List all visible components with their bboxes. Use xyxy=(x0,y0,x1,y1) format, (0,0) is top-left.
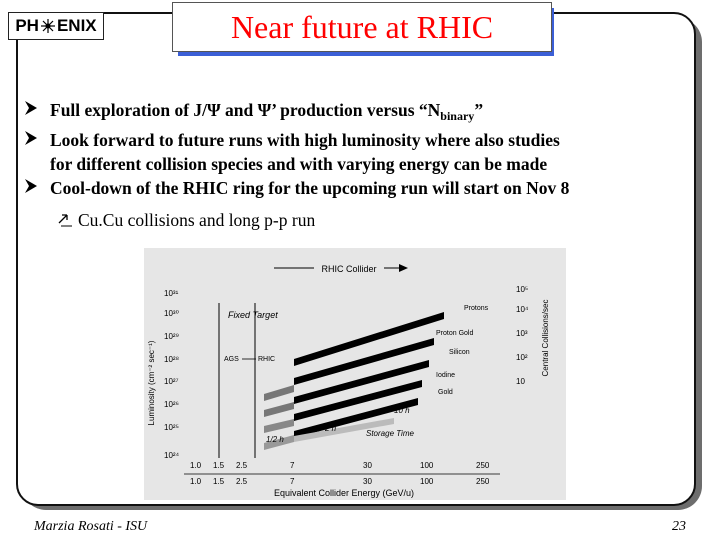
bullet-1-subscript: binary xyxy=(440,109,475,123)
left-tick-2: 10²⁹ xyxy=(164,332,179,341)
right-tick-3: 10² xyxy=(516,353,528,362)
band-gold xyxy=(294,398,418,438)
arrow-bullet-icon xyxy=(25,179,37,193)
page-title: Near future at RHIC xyxy=(230,8,494,45)
band-iodine xyxy=(294,380,422,421)
left-tick-6: 10²⁵ xyxy=(164,423,179,432)
rhic-luminosity-figure: RHIC Collider 10³¹ 10³⁰ 10²⁹ 10²⁸ 10²⁷ 1… xyxy=(144,248,566,500)
footer-author: Marzia Rosati - ISU xyxy=(34,519,148,534)
x-tick-bottom-3: 7 xyxy=(290,477,295,486)
bullet-list: Full exploration of J/Ψ and Ψ’ productio… xyxy=(25,98,690,200)
species-protons: Protons xyxy=(464,305,489,312)
bullet-1: Full exploration of J/Ψ and Ψ’ productio… xyxy=(25,98,690,128)
left-tick-7: 10²⁴ xyxy=(164,451,180,460)
x-tick-bottom-0: 1.0 xyxy=(190,477,202,486)
band-proton-gold xyxy=(294,338,434,385)
band-ext-1 xyxy=(264,385,294,401)
logo-text-enix: ENIX xyxy=(56,16,97,35)
left-tick-0: 10³¹ xyxy=(164,289,179,298)
x-tick-bottom-4: 30 xyxy=(363,477,372,486)
arrow-bullet-icon xyxy=(25,131,37,145)
left-tick-3: 10²⁸ xyxy=(164,355,179,364)
bullet-2: Look forward to future runs with high lu… xyxy=(25,128,690,176)
x-tick-top-5: 100 xyxy=(420,461,434,470)
x-tick-top-6: 250 xyxy=(476,461,490,470)
time-10h: 10 h xyxy=(394,406,410,415)
left-tick-1: 10³⁰ xyxy=(164,309,179,318)
title-box: Near future at RHIC xyxy=(172,2,552,52)
arrow-bullet-icon xyxy=(25,101,37,115)
hand-pointer-icon xyxy=(58,214,72,227)
y-axis-left-label: Luminosity (cm⁻² sec⁻¹) xyxy=(147,340,156,425)
species-gold: Gold xyxy=(438,389,453,396)
time-2h: 2 h xyxy=(324,424,337,433)
time-half-h: 1/2 h xyxy=(266,435,284,444)
bullet-3: Cool-down of the RHIC ring for the upcom… xyxy=(25,176,690,200)
ags-label: AGS xyxy=(224,356,239,363)
right-tick-1: 10⁴ xyxy=(516,305,529,314)
right-tick-4: 10 xyxy=(516,377,525,386)
bullet-2-line-1: Look forward to future runs with high lu… xyxy=(50,130,560,150)
x-tick-top-4: 30 xyxy=(363,461,372,470)
x-tick-top-0: 1.0 xyxy=(190,461,202,470)
x-tick-top-1: 1.5 xyxy=(213,461,225,470)
x-tick-bottom-1: 1.5 xyxy=(213,477,225,486)
right-tick-0: 10⁵ xyxy=(516,285,528,294)
sub-bullet-1: Cu.Cu collisions and long p-p run xyxy=(58,210,316,231)
bullet-1-text: Full exploration of J/Ψ and Ψ’ productio… xyxy=(50,100,441,120)
x-axis-label: Equivalent Collider Energy (GeV/u) xyxy=(274,488,414,498)
fixed-target-label: Fixed Target xyxy=(228,310,278,320)
band-silicon xyxy=(294,360,429,404)
x-tick-top-3: 7 xyxy=(290,461,295,470)
rhic-label: RHIC xyxy=(258,356,275,363)
band-ext-4 xyxy=(264,435,294,450)
bullet-3-text: Cool-down of the RHIC ring for the upcom… xyxy=(50,178,570,198)
species-proton-gold: Proton Gold xyxy=(436,330,473,337)
sub-bullet-1-text: Cu.Cu collisions and long p-p run xyxy=(78,210,316,230)
x-tick-bottom-5: 100 xyxy=(420,477,434,486)
left-tick-5: 10²⁶ xyxy=(164,400,179,409)
x-tick-bottom-2: 2.5 xyxy=(236,477,248,486)
time-storage: Storage Time xyxy=(366,429,415,438)
species-silicon: Silicon xyxy=(449,349,470,356)
phenix-logo: PH ENIX xyxy=(8,12,104,40)
x-tick-bottom-6: 250 xyxy=(476,477,490,486)
band-ext-3 xyxy=(264,419,294,433)
band-protons xyxy=(294,312,444,366)
luminosity-bands xyxy=(264,312,444,450)
band-ext-2 xyxy=(264,402,294,417)
rhic-collider-label: RHIC Collider xyxy=(321,264,376,274)
logo-text-ph: PH xyxy=(15,16,39,35)
rhic-collider-arrowhead xyxy=(399,264,408,272)
species-iodine: Iodine xyxy=(436,372,455,379)
phenix-star-icon xyxy=(40,19,55,33)
bullet-2-line-2: for different collision species and with… xyxy=(50,154,548,174)
left-tick-4: 10²⁷ xyxy=(164,377,179,386)
rhic-label-bg xyxy=(314,261,384,275)
page-number: 23 xyxy=(672,519,686,534)
figure-background xyxy=(144,248,566,500)
bullet-1-suffix: ” xyxy=(474,100,484,120)
y-axis-right-label: Central Collisions/sec xyxy=(541,300,550,377)
band-storage-1 xyxy=(294,418,394,442)
right-tick-2: 10³ xyxy=(516,329,528,338)
x-tick-top-2: 2.5 xyxy=(236,461,248,470)
